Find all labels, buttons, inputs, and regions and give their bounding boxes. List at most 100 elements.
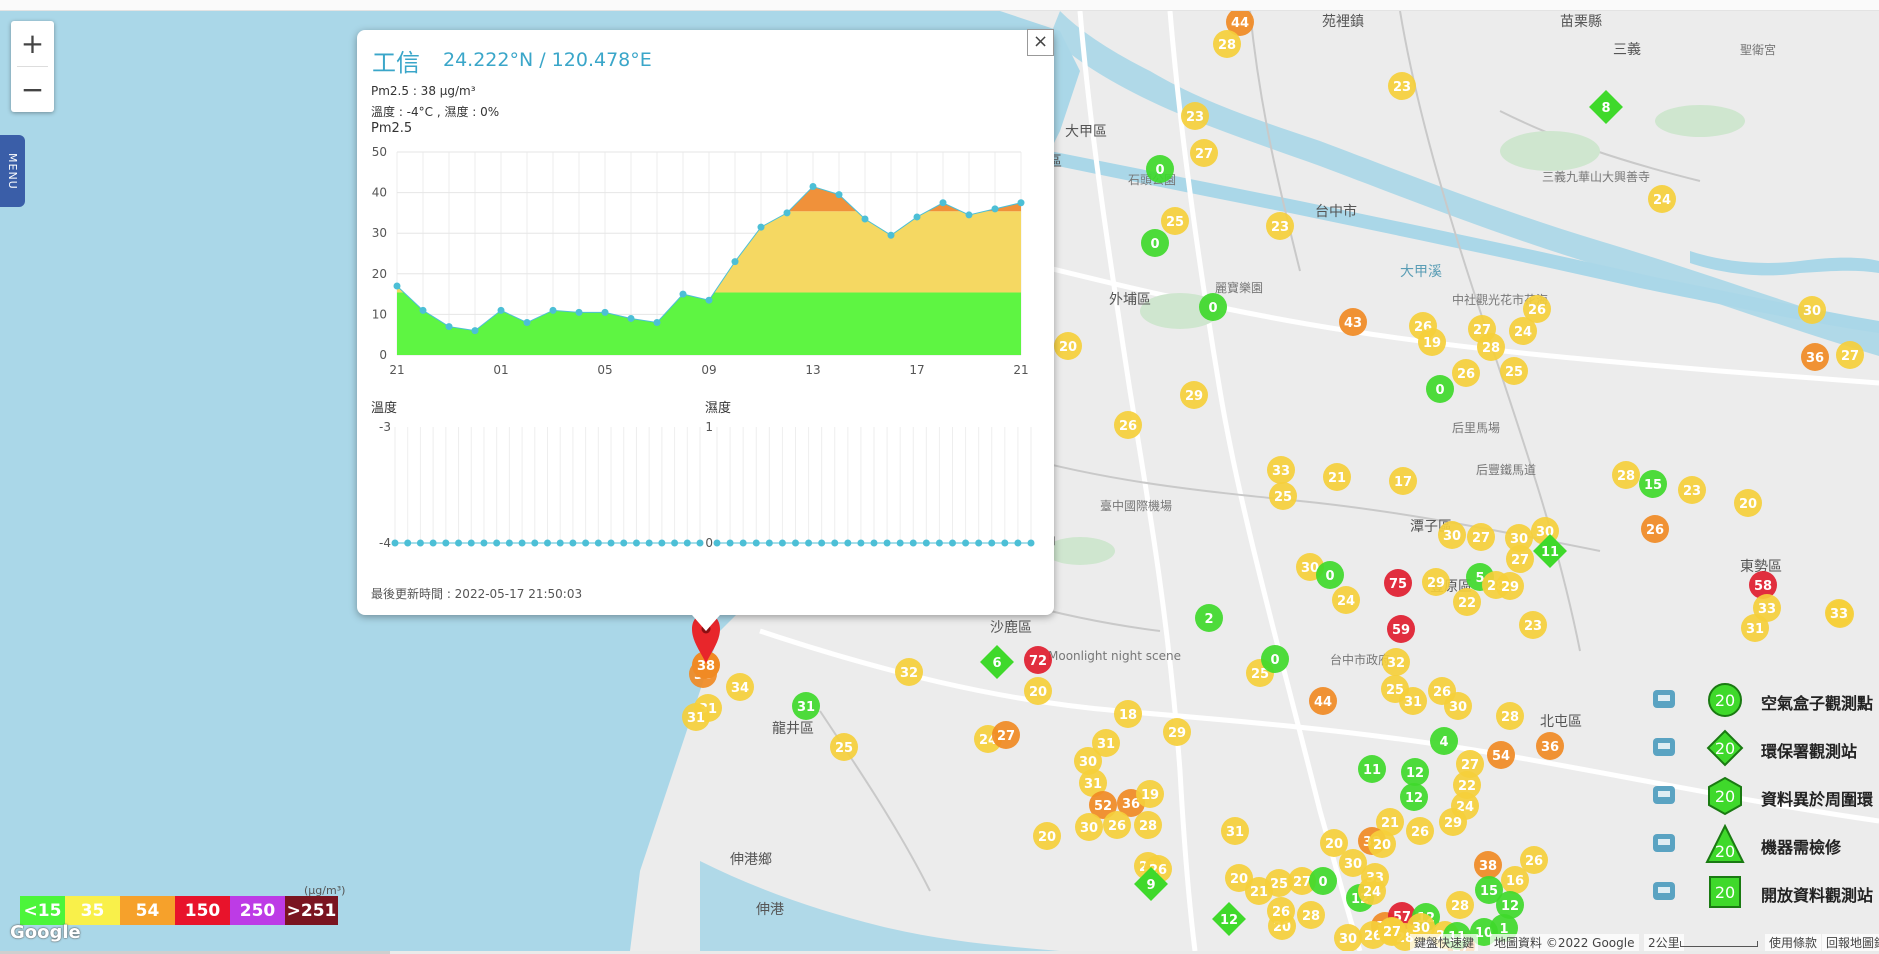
- small-chart-data-point[interactable]: [726, 539, 734, 547]
- small-chart-data-point[interactable]: [870, 539, 878, 547]
- sensor-marker-circle[interactable]: [1267, 456, 1295, 484]
- small-chart-data-point[interactable]: [556, 539, 564, 547]
- sensor-marker-circle[interactable]: [1024, 646, 1052, 674]
- sensor-marker[interactable]: 26: [1523, 295, 1551, 323]
- small-chart-data-point[interactable]: [493, 539, 501, 547]
- sensor-marker[interactable]: 43: [1339, 308, 1367, 336]
- small-chart-data-point[interactable]: [1027, 539, 1035, 547]
- sensor-marker[interactable]: 26: [1114, 411, 1142, 439]
- small-chart-data-point[interactable]: [607, 539, 615, 547]
- sensor-marker-circle[interactable]: [1382, 648, 1410, 676]
- sensor-marker[interactable]: 26: [1641, 515, 1669, 543]
- sensor-marker-circle[interactable]: [1103, 811, 1131, 839]
- small-chart-data-point[interactable]: [922, 539, 930, 547]
- sensor-marker-circle[interactable]: [1612, 461, 1640, 489]
- pm25-data-point[interactable]: [783, 209, 791, 217]
- small-chart-data-point[interactable]: [467, 539, 475, 547]
- pm25-data-point[interactable]: [861, 215, 869, 223]
- sensor-marker[interactable]: 26: [1520, 846, 1548, 874]
- epa-station-marker[interactable]: 6: [980, 645, 1014, 679]
- sensor-marker[interactable]: 26: [1103, 811, 1131, 839]
- sensor-marker-circle[interactable]: [726, 673, 754, 701]
- sensor-marker[interactable]: 54: [1487, 741, 1515, 769]
- small-chart-data-point[interactable]: [480, 539, 488, 547]
- sensor-marker[interactable]: 20: [1225, 864, 1253, 892]
- sensor-marker-circle[interactable]: [1453, 588, 1481, 616]
- sensor-marker-circle[interactable]: [1213, 30, 1241, 58]
- sensor-marker[interactable]: 25: [830, 733, 858, 761]
- sensor-marker[interactable]: 20: [1734, 489, 1762, 517]
- sensor-marker[interactable]: 26: [1406, 817, 1434, 845]
- pm25-data-point[interactable]: [809, 183, 817, 191]
- sensor-marker-circle[interactable]: [895, 658, 923, 686]
- sensor-marker-circle[interactable]: [1358, 755, 1386, 783]
- sensor-marker[interactable]: 24: [1648, 185, 1676, 213]
- sensor-marker[interactable]: 31: [1221, 817, 1249, 845]
- sensor-marker-circle[interactable]: [1648, 185, 1676, 213]
- sensor-marker-circle[interactable]: [1520, 846, 1548, 874]
- sensor-marker[interactable]: 29: [1163, 718, 1191, 746]
- sensor-marker[interactable]: 29: [1439, 808, 1467, 836]
- sensor-marker[interactable]: 21: [1245, 877, 1273, 905]
- sensor-marker-circle[interactable]: [1368, 830, 1396, 858]
- menu-tab[interactable]: MENU: [0, 135, 25, 207]
- google-logo[interactable]: Google: [10, 922, 81, 943]
- small-chart-data-point[interactable]: [765, 539, 773, 547]
- pm25-data-point[interactable]: [939, 199, 947, 207]
- small-chart-data-point[interactable]: [988, 539, 996, 547]
- sensor-marker-circle[interactable]: [1114, 411, 1142, 439]
- sensor-marker[interactable]: 26: [1452, 359, 1480, 387]
- small-chart-data-point[interactable]: [582, 539, 590, 547]
- sensor-marker[interactable]: 20: [1368, 830, 1396, 858]
- sensor-marker-circle[interactable]: [1406, 817, 1434, 845]
- sensor-marker[interactable]: 28: [1612, 461, 1640, 489]
- pm25-data-point[interactable]: [913, 213, 921, 221]
- sensor-marker[interactable]: 30: [1339, 849, 1367, 877]
- sensor-marker-circle[interactable]: [830, 733, 858, 761]
- sensor-marker-circle[interactable]: [1428, 677, 1456, 705]
- sensor-marker-circle[interactable]: [1092, 729, 1120, 757]
- sensor-marker[interactable]: 32: [1382, 648, 1410, 676]
- pm25-data-point[interactable]: [653, 319, 661, 327]
- sensor-marker-circle[interactable]: [1261, 645, 1289, 673]
- sensor-marker-circle[interactable]: [1734, 489, 1762, 517]
- sensor-marker-circle[interactable]: [1288, 867, 1316, 895]
- sensor-marker-circle[interactable]: [1798, 296, 1826, 324]
- sensor-marker[interactable]: 30: [1505, 524, 1533, 552]
- small-chart-data-point[interactable]: [518, 539, 526, 547]
- sensor-marker[interactable]: 19: [1418, 328, 1446, 356]
- keyboard-shortcuts-link[interactable]: 鍵盤快速鍵: [1410, 934, 1479, 951]
- sensor-marker-circle[interactable]: [1456, 750, 1484, 778]
- sensor-marker[interactable]: 31: [1079, 769, 1107, 797]
- epa-station-marker[interactable]: 9: [1134, 867, 1168, 901]
- sensor-marker[interactable]: 23: [1266, 212, 1294, 240]
- popup-close-button[interactable]: ×: [1027, 29, 1054, 56]
- sensor-marker-circle[interactable]: [1741, 614, 1769, 642]
- pm25-data-point[interactable]: [575, 308, 583, 316]
- epa-station-diamond[interactable]: [1134, 867, 1168, 901]
- sensor-marker-circle[interactable]: [1221, 817, 1249, 845]
- small-chart-data-point[interactable]: [505, 539, 513, 547]
- sensor-marker[interactable]: 0: [1426, 375, 1454, 403]
- sensor-marker-circle[interactable]: [1487, 741, 1515, 769]
- sensor-marker[interactable]: 27: [992, 721, 1020, 749]
- sensor-marker-circle[interactable]: [1509, 317, 1537, 345]
- small-chart-data-point[interactable]: [645, 539, 653, 547]
- pm25-data-point[interactable]: [627, 314, 635, 322]
- sensor-marker-circle[interactable]: [1161, 207, 1189, 235]
- sensor-marker[interactable]: 27: [1288, 867, 1316, 895]
- small-chart-data-point[interactable]: [752, 539, 760, 547]
- sensor-marker[interactable]: 27: [1506, 545, 1534, 573]
- small-chart-data-point[interactable]: [909, 539, 917, 547]
- sensor-marker-circle[interactable]: [1536, 732, 1564, 760]
- pm25-data-point[interactable]: [523, 319, 531, 327]
- sensor-marker-circle[interactable]: [1387, 615, 1415, 643]
- sensor-marker-circle[interactable]: [1245, 877, 1273, 905]
- sensor-marker-circle[interactable]: [1024, 677, 1052, 705]
- sensor-marker-circle[interactable]: [1422, 568, 1450, 596]
- sensor-marker[interactable]: 59: [1387, 615, 1415, 643]
- sensor-marker-circle[interactable]: [1496, 572, 1524, 600]
- small-chart-data-point[interactable]: [683, 539, 691, 547]
- sensor-marker-circle[interactable]: [1641, 515, 1669, 543]
- sensor-marker-circle[interactable]: [1446, 891, 1474, 919]
